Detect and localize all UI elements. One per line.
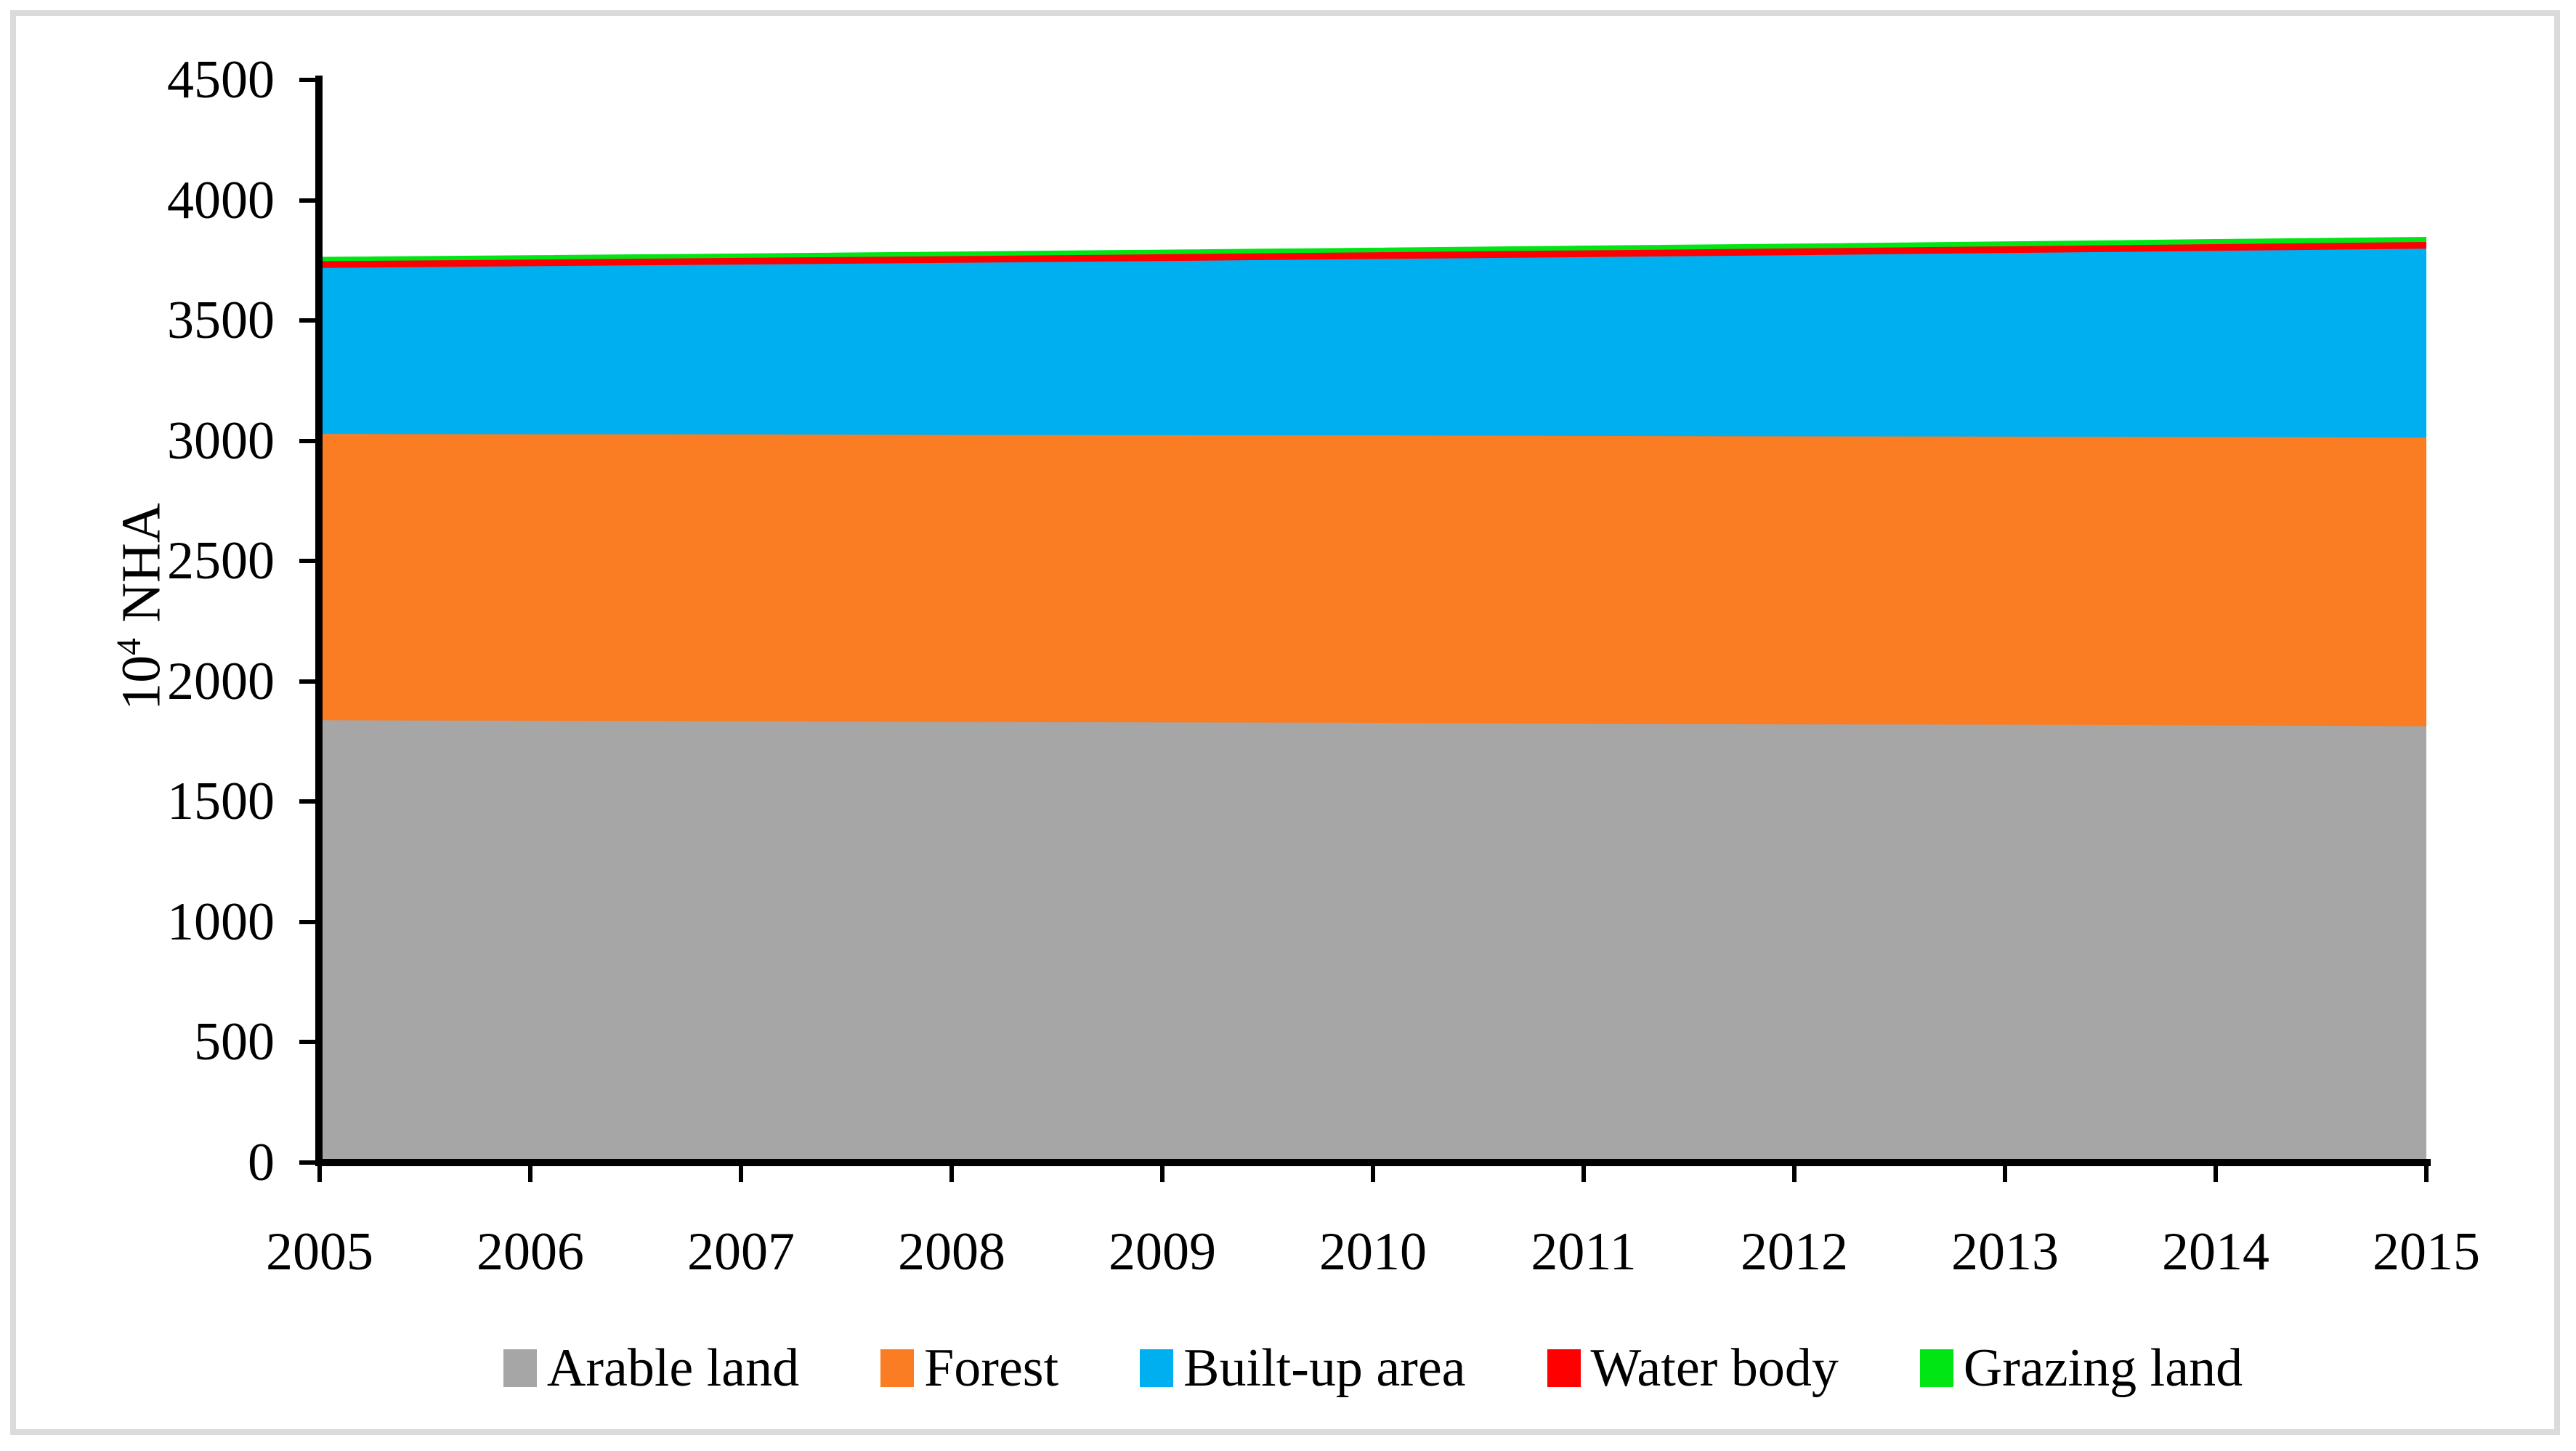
y-tick-label: 3000 [167, 411, 275, 471]
y-tick [299, 919, 315, 924]
area-series-arable-land [320, 719, 2426, 1163]
legend-label: Water body [1590, 1338, 1839, 1398]
legend-item-forest: Forest [880, 1335, 1058, 1401]
y-tick-label: 1500 [167, 772, 275, 832]
area-series-grazing-land [320, 236, 2426, 262]
y-tick-label: 0 [248, 1133, 275, 1192]
y-tick-label: 3500 [167, 291, 275, 351]
x-tick [317, 1161, 322, 1182]
x-tick-label: 2015 [2373, 1222, 2480, 1282]
legend: Arable land Forest Built-up area Water body… [320, 1328, 2426, 1408]
y-tick [299, 799, 315, 804]
y-tick-label: 4000 [167, 170, 275, 230]
y-tick-label: 2500 [167, 531, 275, 591]
y-tick [299, 1160, 315, 1165]
x-tick-label: 2011 [1531, 1222, 1637, 1282]
x-tick-label: 2010 [1319, 1222, 1427, 1282]
x-tick-label: 2007 [687, 1222, 795, 1282]
x-tick-label: 2006 [477, 1222, 584, 1282]
legend-swatch-arable-land [503, 1349, 537, 1387]
area-series-forest [320, 433, 2426, 727]
x-tick [2214, 1161, 2218, 1182]
y-tick [299, 438, 315, 443]
x-tick [2003, 1161, 2007, 1182]
legend-label: Forest [924, 1338, 1059, 1398]
area-series-built-up-area [320, 248, 2426, 438]
x-tick [528, 1161, 532, 1182]
legend-item-built-up-area: Built-up area [1140, 1335, 1466, 1401]
y-tick-label: 4500 [167, 50, 275, 110]
x-tick [1581, 1161, 1586, 1182]
y-tick [299, 1040, 315, 1045]
y-tick [299, 78, 315, 82]
legend-swatch-built-up-area [1140, 1349, 1174, 1387]
x-tick-label: 2005 [266, 1222, 373, 1282]
x-tick-label: 2014 [2162, 1222, 2269, 1282]
x-tick [949, 1161, 954, 1182]
legend-label: Built-up area [1183, 1338, 1466, 1398]
x-tick-label: 2012 [1741, 1222, 1848, 1282]
y-tick-label: 2000 [167, 651, 275, 711]
legend-item-water-body: Water body [1547, 1335, 1839, 1401]
y-axis-line [315, 76, 323, 1166]
x-tick [739, 1161, 743, 1182]
x-tick-label: 2013 [1951, 1222, 2059, 1282]
y-tick [299, 679, 315, 684]
x-tick [1792, 1161, 1797, 1182]
legend-swatch-forest [880, 1349, 915, 1387]
y-tick [299, 318, 315, 323]
y-tick-label: 500 [194, 1012, 275, 1072]
legend-item-arable-land: Arable land [503, 1335, 799, 1401]
legend-label: Grazing land [1963, 1338, 2243, 1398]
legend-swatch-grazing-land [1919, 1349, 1953, 1387]
x-tick-label: 2008 [898, 1222, 1005, 1282]
x-tick-label: 2009 [1109, 1222, 1216, 1282]
legend-label: Arable land [546, 1338, 800, 1398]
x-tick [1160, 1161, 1165, 1182]
legend-swatch-water-body [1547, 1349, 1581, 1387]
y-tick-label: 1000 [167, 892, 275, 952]
stacked-area-plot [320, 236, 2426, 1163]
legend-item-grazing-land: Grazing land [1919, 1335, 2243, 1401]
y-tick [299, 198, 315, 203]
y-tick [299, 559, 315, 564]
x-axis-line [315, 1159, 2431, 1166]
x-tick [2424, 1161, 2429, 1182]
x-tick [1371, 1161, 1375, 1182]
